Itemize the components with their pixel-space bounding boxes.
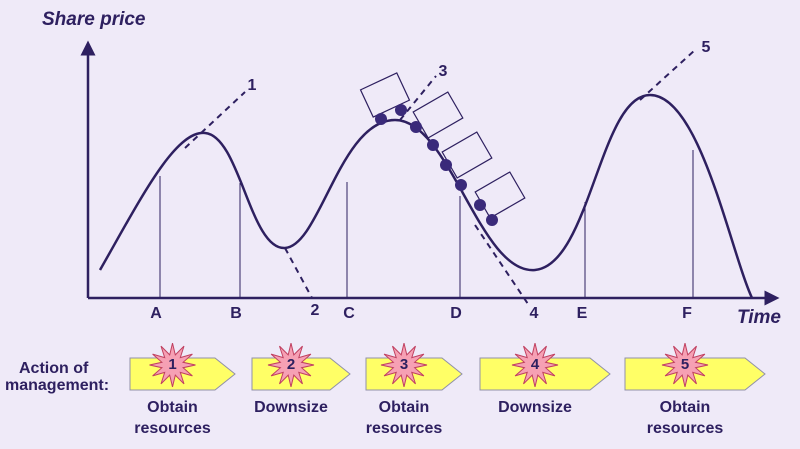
trend-label: 5	[702, 39, 711, 56]
action-label: Action of	[19, 360, 89, 377]
trend-label: 3	[439, 63, 448, 80]
starburst	[380, 342, 428, 388]
x-label: Time	[737, 307, 781, 328]
step-number: 4	[531, 356, 540, 373]
starburst	[267, 342, 315, 388]
trucks	[359, 72, 526, 226]
share-price-curve	[98, 93, 754, 299]
step-number: 3	[400, 356, 408, 373]
trend-line	[399, 75, 437, 121]
action-arrow	[624, 357, 766, 391]
trend-label: 4	[530, 305, 539, 322]
trend-line	[639, 49, 696, 101]
action-text: Obtain	[147, 399, 198, 416]
time-point: F	[682, 305, 692, 322]
starburst	[511, 342, 559, 388]
time-point: A	[150, 305, 162, 322]
action-text: resources	[647, 420, 724, 437]
step-number: 1	[168, 356, 176, 373]
time-point: D	[450, 305, 462, 322]
action-arrow	[479, 357, 611, 391]
action-text: resources	[366, 420, 443, 437]
trend-label: 1	[248, 77, 257, 94]
trend-line	[284, 247, 313, 299]
action-text: Downsize	[498, 399, 572, 416]
trend-label: 2	[311, 302, 320, 319]
time-point: C	[343, 305, 355, 322]
action-text: Obtain	[379, 399, 430, 416]
starburst	[149, 342, 196, 388]
action-label: management:	[5, 377, 109, 394]
action-text: Obtain	[660, 399, 711, 416]
y-label: Share price	[42, 9, 146, 30]
time-point: E	[577, 305, 588, 322]
step-number: 2	[287, 356, 295, 373]
action-text: Downsize	[254, 399, 328, 416]
action-text: resources	[134, 420, 211, 437]
step-number: 5	[681, 356, 689, 373]
starburst	[661, 342, 709, 388]
trend-line	[474, 224, 529, 305]
trend-line	[184, 91, 246, 149]
time-point: B	[230, 305, 242, 322]
